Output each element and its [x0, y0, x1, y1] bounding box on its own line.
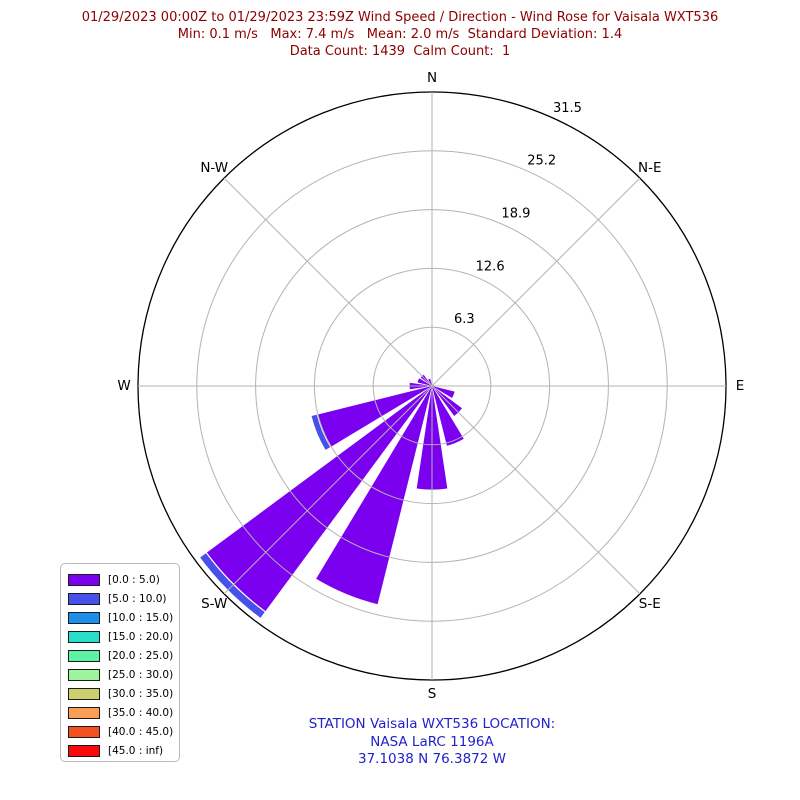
legend-label-7: [35.0 : 40.0)	[108, 707, 174, 720]
legend-swatch-2	[68, 611, 100, 624]
compass-label-n: N	[427, 70, 437, 86]
petal-ese-bin0	[432, 386, 455, 399]
legend-row-0: [0.0 : 5.0)	[68, 570, 179, 589]
chart-subtitle-stats: Min: 0.1 m/s Max: 7.4 m/s Mean: 2.0 m/s …	[177, 27, 623, 42]
radial-tick-label-6.3: 6.3	[454, 312, 475, 327]
legend-swatch-6	[68, 688, 100, 701]
legend-row-2: [10.0 : 15.0)	[68, 608, 179, 627]
legend-swatch-5	[68, 669, 100, 682]
legend-label-5: [25.0 : 30.0)	[108, 669, 174, 682]
petal-sse-bin0	[432, 386, 464, 446]
compass-label-ne: N-E	[638, 160, 662, 176]
petal-nnw-bin0	[428, 378, 432, 386]
compass-label-w: W	[117, 378, 130, 394]
radial-tick-label-31.5: 31.5	[553, 101, 582, 116]
chart-subtitle-counts: Data Count: 1439 Calm Count: 1	[289, 44, 511, 59]
legend-swatch-8	[68, 726, 100, 739]
radial-tick-label-25.2: 25.2	[527, 154, 556, 169]
legend-label-9: [45.0 : inf)	[108, 745, 164, 758]
petal-wsw-bin0	[317, 386, 432, 447]
petal-ssw-bin0	[316, 386, 432, 605]
petal-wnw-bin0	[417, 378, 432, 386]
spoke-45	[431, 177, 641, 387]
compass-label-nw: N-W	[200, 160, 228, 176]
station-info-block: STATION Vaisala WXT536 LOCATION: NASA La…	[32, 716, 800, 769]
station-name: STATION Vaisala WXT536 LOCATION:	[308, 716, 556, 732]
compass-label-s: S	[428, 686, 437, 702]
legend-label-6: [30.0 : 35.0)	[108, 688, 174, 701]
spoke-225	[223, 385, 433, 595]
legend-swatch-1	[68, 592, 100, 605]
legend-row-8: [40.0 : 45.0)	[68, 723, 179, 742]
legend-row-5: [25.0 : 30.0)	[68, 665, 179, 684]
compass-label-se: S-E	[639, 596, 661, 612]
grid-layer	[137, 91, 727, 681]
legend-row-9: [45.0 : inf)	[68, 742, 179, 761]
station-site: NASA LaRC 1196A	[370, 733, 494, 750]
chart-title: 01/29/2023 00:00Z to 01/29/2023 23:59Z W…	[81, 10, 719, 25]
legend-label-8: [40.0 : 45.0)	[108, 726, 174, 739]
spoke-315	[223, 177, 433, 387]
radial-tick-label-18.9: 18.9	[501, 206, 530, 221]
compass-label-e: E	[736, 378, 745, 394]
legend-label-3: [15.0 : 20.0)	[108, 630, 174, 643]
petal-wsw-bin1	[311, 414, 331, 450]
legend-row-6: [30.0 : 35.0)	[68, 685, 179, 704]
legend-swatch-9	[68, 745, 100, 758]
legend-swatch-3	[68, 630, 100, 643]
radial-tick-label-12.6: 12.6	[476, 259, 505, 274]
labels-layer: 6.3 12.6 18.9 25.2 31.5 N N-E E S-E S S-W W N-W	[117, 70, 744, 702]
chart-title-block: 01/29/2023 00:00Z to 01/29/2023 23:59Z W…	[0, 9, 800, 60]
legend-label-2: [10.0 : 15.0)	[108, 611, 174, 624]
legend-row-3: [15.0 : 20.0)	[68, 627, 179, 646]
legend-label-0: [0.0 : 5.0)	[108, 573, 160, 586]
legend-label-4: [20.0 : 25.0)	[108, 649, 174, 662]
speed-legend: [0.0 : 5.0) [5.0 : 10.0) [10.0 : 15.0) [15.…	[60, 563, 180, 762]
petals-layer	[200, 374, 464, 618]
spoke-135	[431, 385, 641, 595]
compass-label-sw: S-W	[201, 596, 227, 612]
legend-label-1: [5.0 : 10.0)	[108, 592, 167, 605]
station-coordinates: 37.1038 N 76.3872 W	[358, 751, 506, 767]
legend-swatch-4	[68, 649, 100, 662]
legend-swatch-7	[68, 707, 100, 720]
legend-row-7: [35.0 : 40.0)	[68, 704, 179, 723]
legend-row-1: [5.0 : 10.0)	[68, 589, 179, 608]
legend-swatch-0	[68, 573, 100, 586]
legend-row-4: [20.0 : 25.0)	[68, 646, 179, 665]
